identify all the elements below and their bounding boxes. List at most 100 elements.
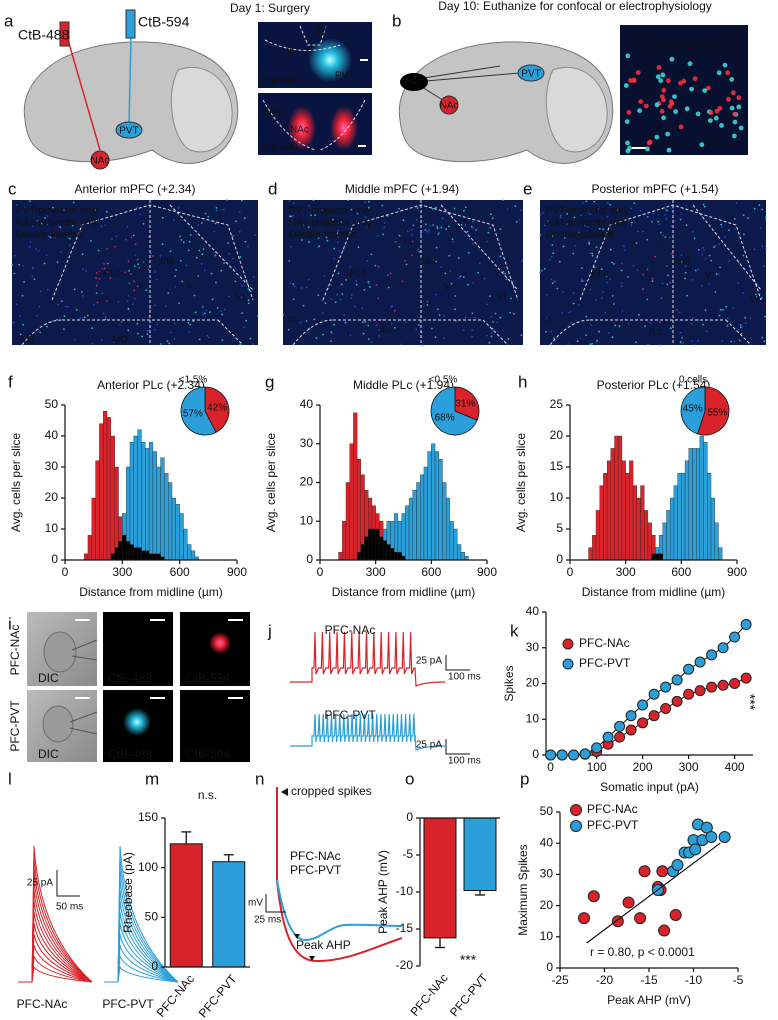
cell-body bbox=[729, 77, 735, 82]
speckle bbox=[604, 311, 607, 314]
speckle bbox=[147, 268, 150, 271]
cell-body bbox=[732, 119, 738, 125]
histogram-bar bbox=[405, 505, 410, 561]
speckle bbox=[343, 314, 345, 317]
speckle bbox=[765, 216, 767, 219]
data-point bbox=[587, 890, 600, 903]
data-point bbox=[669, 908, 682, 921]
speckle bbox=[141, 335, 144, 338]
speckle bbox=[241, 312, 244, 314]
speckle bbox=[502, 199, 504, 201]
speckle bbox=[46, 288, 49, 291]
speckle bbox=[79, 317, 82, 320]
histogram-bar bbox=[453, 528, 458, 561]
speckle bbox=[491, 217, 494, 220]
region-label: PVT bbox=[119, 126, 138, 137]
histogram-bar bbox=[156, 553, 161, 561]
speckle bbox=[679, 331, 682, 334]
voltage-trace bbox=[276, 879, 403, 942]
cell-body bbox=[689, 86, 694, 92]
speckle bbox=[583, 279, 585, 282]
histogram-bar bbox=[696, 448, 701, 561]
y-tick-label: 30 bbox=[526, 640, 540, 654]
speckle bbox=[188, 240, 191, 243]
speckle bbox=[602, 291, 605, 293]
speckle bbox=[342, 249, 345, 251]
speckle bbox=[39, 331, 41, 334]
speckle bbox=[159, 255, 162, 257]
speckle bbox=[479, 262, 481, 265]
speckle bbox=[257, 315, 259, 317]
histogram-bar bbox=[187, 544, 192, 561]
y-tick-label: 20 bbox=[550, 428, 564, 442]
speckle bbox=[210, 272, 213, 275]
speckle bbox=[472, 227, 475, 230]
speckle bbox=[36, 219, 39, 222]
region-pvt bbox=[517, 64, 545, 82]
speckle bbox=[545, 317, 548, 320]
cell-body bbox=[708, 110, 714, 116]
speckle bbox=[350, 297, 353, 300]
speckle bbox=[733, 340, 736, 343]
speckle bbox=[401, 280, 404, 283]
cell-body bbox=[726, 96, 731, 102]
cell-body bbox=[699, 142, 705, 148]
speckle bbox=[93, 304, 95, 306]
speckle bbox=[232, 257, 235, 260]
speckle bbox=[138, 266, 141, 269]
speckle bbox=[95, 292, 98, 294]
speckle bbox=[407, 230, 409, 233]
speckle bbox=[421, 344, 424, 346]
histogram-bar bbox=[636, 497, 641, 561]
speckle bbox=[666, 265, 668, 267]
panel-title: Middle mPFC (+1.94) bbox=[345, 182, 459, 196]
y-tick-label: 40 bbox=[526, 604, 540, 618]
speckle bbox=[572, 302, 575, 305]
speckle bbox=[345, 279, 347, 281]
voltage-trace bbox=[18, 900, 93, 983]
region-outline bbox=[292, 200, 519, 346]
speckle bbox=[763, 340, 766, 343]
speckle bbox=[337, 229, 339, 232]
speckle bbox=[519, 209, 522, 212]
region-label: II/III bbox=[420, 257, 437, 268]
speckle bbox=[432, 224, 434, 226]
speckle bbox=[545, 330, 547, 333]
histogram-bar bbox=[401, 513, 406, 561]
speckle bbox=[243, 217, 246, 220]
y-tick-label: 50 bbox=[45, 397, 59, 411]
speckle bbox=[665, 217, 668, 220]
histogram-bar bbox=[137, 429, 142, 561]
region-nac bbox=[439, 95, 459, 115]
speckle bbox=[238, 211, 241, 214]
speckle bbox=[387, 286, 390, 289]
speckle bbox=[347, 199, 350, 202]
speckle bbox=[142, 222, 145, 225]
speckle bbox=[178, 302, 180, 305]
chart-title: Posterior PLc (+1.54) bbox=[597, 378, 711, 392]
region-outline bbox=[262, 99, 366, 151]
cell-body bbox=[665, 131, 670, 137]
speckle bbox=[666, 283, 669, 286]
region-label: CPu bbox=[262, 108, 281, 119]
speckle bbox=[16, 203, 18, 206]
fluor-image bbox=[103, 612, 173, 686]
panel-letter: g bbox=[265, 372, 274, 391]
histogram-bar bbox=[618, 435, 623, 561]
speckle bbox=[470, 225, 473, 228]
speckle bbox=[429, 224, 432, 227]
data-point bbox=[622, 896, 635, 909]
region-label: NAc bbox=[290, 125, 309, 136]
histogram-bar bbox=[599, 485, 604, 561]
speckle bbox=[146, 333, 149, 335]
speckle bbox=[472, 281, 475, 284]
panel-letter: m bbox=[145, 769, 159, 788]
speckle bbox=[551, 282, 554, 285]
histogram-bar bbox=[457, 544, 462, 561]
speckle bbox=[350, 208, 353, 211]
cerebellum bbox=[170, 66, 233, 153]
speckle bbox=[22, 323, 24, 326]
cell-body bbox=[661, 115, 666, 121]
speckle bbox=[719, 266, 721, 269]
histogram-bar bbox=[412, 490, 417, 561]
